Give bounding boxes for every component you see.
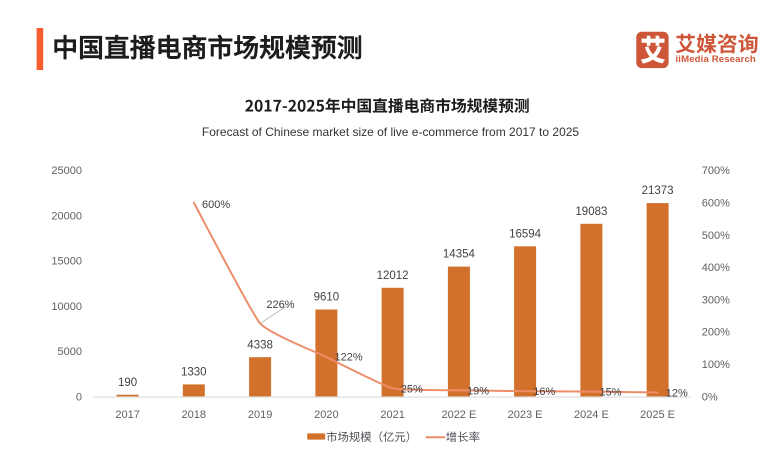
svg-text:500%: 500% <box>702 230 730 242</box>
svg-text:2024 E: 2024 E <box>574 409 609 421</box>
svg-text:Forecast of Chinese market siz: Forecast of Chinese market size of live … <box>202 125 580 139</box>
svg-text:2018: 2018 <box>182 409 206 421</box>
svg-text:19083: 19083 <box>575 206 607 218</box>
svg-text:2025 E: 2025 E <box>640 409 675 421</box>
svg-text:20000: 20000 <box>51 210 82 222</box>
svg-text:2020: 2020 <box>314 409 338 421</box>
svg-text:700%: 700% <box>702 165 730 177</box>
svg-text:9610: 9610 <box>314 292 340 304</box>
svg-text:1330: 1330 <box>181 367 207 379</box>
svg-text:25000: 25000 <box>51 165 82 177</box>
svg-text:600%: 600% <box>202 199 230 211</box>
svg-text:400%: 400% <box>702 262 730 274</box>
svg-text:25%: 25% <box>401 383 423 395</box>
svg-text:300%: 300% <box>702 294 730 306</box>
svg-text:2021: 2021 <box>380 409 404 421</box>
svg-text:14354: 14354 <box>443 249 476 261</box>
svg-text:2017: 2017 <box>115 409 139 421</box>
svg-text:10000: 10000 <box>51 301 82 313</box>
svg-text:15%: 15% <box>600 387 622 399</box>
svg-text:226%: 226% <box>266 299 294 311</box>
svg-text:16%: 16% <box>533 386 555 398</box>
svg-text:12%: 12% <box>666 388 688 400</box>
svg-text:2023 E: 2023 E <box>508 409 543 421</box>
svg-text:100%: 100% <box>702 359 730 371</box>
svg-text:190: 190 <box>118 377 137 389</box>
svg-text:0: 0 <box>76 391 82 403</box>
svg-text:16594: 16594 <box>509 228 542 240</box>
svg-text:200%: 200% <box>702 327 730 339</box>
svg-text:0%: 0% <box>702 391 718 403</box>
svg-text:5000: 5000 <box>58 346 82 358</box>
svg-text:4338: 4338 <box>247 339 273 351</box>
svg-text:12012: 12012 <box>377 270 409 282</box>
svg-text:122%: 122% <box>335 352 363 364</box>
svg-text:600%: 600% <box>702 198 730 210</box>
svg-text:2019: 2019 <box>248 409 272 421</box>
svg-text:21373: 21373 <box>642 185 674 197</box>
svg-text:iiMedia Research: iiMedia Research <box>676 54 756 65</box>
svg-text:15000: 15000 <box>51 256 82 268</box>
svg-text:2022 E: 2022 E <box>441 409 476 421</box>
svg-text:19%: 19% <box>467 385 489 397</box>
